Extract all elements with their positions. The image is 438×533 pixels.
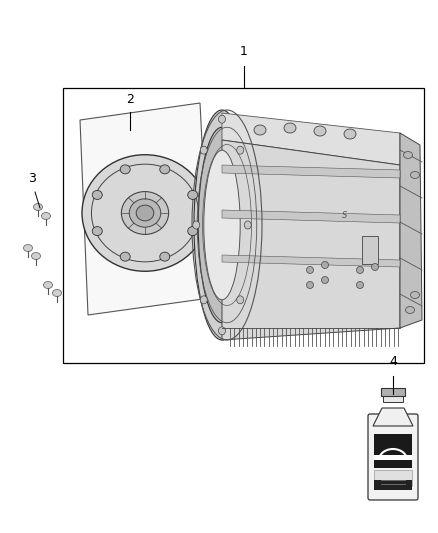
Ellipse shape (43, 281, 53, 288)
Ellipse shape (136, 205, 154, 221)
Polygon shape (222, 210, 400, 223)
Bar (374, 470, 412, 486)
Circle shape (307, 281, 314, 288)
Text: 4: 4 (389, 355, 397, 368)
Ellipse shape (188, 190, 198, 199)
Ellipse shape (193, 221, 200, 229)
Polygon shape (222, 255, 400, 267)
Ellipse shape (120, 165, 130, 174)
Ellipse shape (314, 126, 326, 136)
Ellipse shape (32, 253, 40, 260)
Polygon shape (222, 140, 400, 340)
Ellipse shape (160, 252, 170, 261)
Bar (383, 392, 403, 402)
Polygon shape (80, 103, 210, 315)
Ellipse shape (403, 151, 413, 158)
Bar (374, 480, 412, 490)
Ellipse shape (198, 127, 246, 323)
Ellipse shape (188, 227, 198, 236)
Bar (63, 88, 424, 363)
FancyBboxPatch shape (368, 414, 418, 500)
Bar (381, 388, 405, 396)
Circle shape (321, 277, 328, 284)
Ellipse shape (121, 191, 169, 235)
Circle shape (371, 263, 378, 271)
Text: 1: 1 (240, 45, 247, 58)
Polygon shape (400, 133, 422, 328)
Polygon shape (373, 408, 413, 426)
Ellipse shape (200, 146, 207, 154)
Ellipse shape (24, 245, 32, 252)
Ellipse shape (219, 327, 226, 335)
Ellipse shape (254, 125, 266, 135)
Ellipse shape (204, 150, 240, 300)
Ellipse shape (410, 172, 420, 179)
Circle shape (307, 266, 314, 273)
Polygon shape (222, 113, 400, 165)
Ellipse shape (82, 155, 208, 271)
Polygon shape (222, 165, 400, 178)
Circle shape (321, 262, 328, 269)
Ellipse shape (120, 252, 130, 261)
Ellipse shape (284, 123, 296, 133)
Ellipse shape (237, 146, 244, 154)
Bar (362, 236, 378, 264)
Ellipse shape (194, 110, 250, 340)
Ellipse shape (344, 129, 356, 139)
Bar (374, 434, 412, 468)
Ellipse shape (53, 289, 61, 296)
Ellipse shape (92, 190, 102, 199)
Ellipse shape (406, 306, 414, 313)
Text: 2: 2 (126, 93, 134, 106)
Ellipse shape (129, 199, 161, 227)
Bar (374, 455, 412, 460)
Text: S: S (343, 211, 348, 220)
Circle shape (357, 266, 364, 273)
Ellipse shape (160, 165, 170, 174)
Ellipse shape (410, 292, 420, 298)
Text: 3: 3 (28, 172, 36, 185)
Ellipse shape (42, 213, 50, 220)
Ellipse shape (237, 296, 244, 304)
Ellipse shape (200, 296, 207, 304)
Ellipse shape (92, 227, 102, 236)
Ellipse shape (244, 221, 251, 229)
Circle shape (357, 281, 364, 288)
Ellipse shape (33, 204, 42, 211)
Ellipse shape (219, 115, 226, 123)
